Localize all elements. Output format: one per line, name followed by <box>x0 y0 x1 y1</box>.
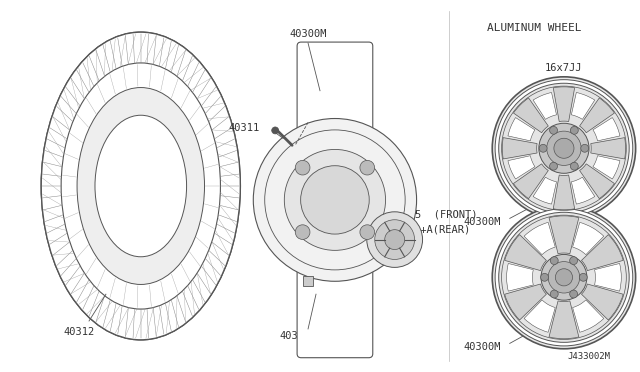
Text: 40300A: 40300A <box>279 331 317 341</box>
Wedge shape <box>549 216 579 254</box>
Circle shape <box>499 212 629 342</box>
Text: 40315+A(REAR): 40315+A(REAR) <box>390 225 471 235</box>
Text: 16x7JJ: 16x7JJ <box>545 63 582 73</box>
Ellipse shape <box>61 63 220 309</box>
Text: 40300M: 40300M <box>463 217 501 227</box>
Circle shape <box>539 123 589 173</box>
Wedge shape <box>593 118 620 141</box>
Text: 40315  (FRONT): 40315 (FRONT) <box>390 210 477 220</box>
Circle shape <box>253 119 417 281</box>
Wedge shape <box>595 263 621 291</box>
Circle shape <box>492 206 636 349</box>
Wedge shape <box>572 93 595 119</box>
Circle shape <box>495 209 633 346</box>
Text: 40311: 40311 <box>228 124 260 134</box>
Circle shape <box>570 162 579 170</box>
Wedge shape <box>573 300 604 332</box>
Ellipse shape <box>41 32 241 340</box>
Circle shape <box>295 225 310 240</box>
Wedge shape <box>591 138 625 159</box>
Circle shape <box>375 220 415 259</box>
Ellipse shape <box>77 87 205 285</box>
Circle shape <box>295 160 310 175</box>
Circle shape <box>556 269 573 286</box>
Wedge shape <box>508 118 535 141</box>
Circle shape <box>360 225 374 240</box>
Text: 40300M: 40300M <box>289 29 327 39</box>
Circle shape <box>541 273 548 281</box>
Circle shape <box>550 290 558 298</box>
Wedge shape <box>513 98 548 133</box>
Circle shape <box>550 257 558 264</box>
Wedge shape <box>524 300 556 332</box>
Wedge shape <box>502 138 537 159</box>
Wedge shape <box>507 263 533 291</box>
Circle shape <box>570 257 577 264</box>
Wedge shape <box>593 156 620 179</box>
Circle shape <box>492 77 636 220</box>
Wedge shape <box>505 284 547 320</box>
Bar <box>303 276 313 286</box>
Wedge shape <box>549 301 579 339</box>
Wedge shape <box>582 284 623 320</box>
Text: 40300M: 40300M <box>463 342 501 352</box>
Circle shape <box>580 144 589 152</box>
Wedge shape <box>533 177 557 204</box>
Wedge shape <box>580 98 614 133</box>
Circle shape <box>579 273 588 281</box>
Circle shape <box>367 212 422 267</box>
Wedge shape <box>580 164 614 199</box>
Text: ALUMINUM WHEEL: ALUMINUM WHEEL <box>487 23 581 33</box>
Wedge shape <box>508 156 535 179</box>
Circle shape <box>499 83 629 213</box>
Circle shape <box>284 150 385 250</box>
Circle shape <box>570 290 577 298</box>
Wedge shape <box>572 177 595 204</box>
Wedge shape <box>582 235 623 270</box>
Ellipse shape <box>95 115 187 257</box>
Text: 40224: 40224 <box>310 113 341 124</box>
Wedge shape <box>533 93 557 119</box>
Circle shape <box>550 126 557 134</box>
Circle shape <box>301 166 369 234</box>
Circle shape <box>540 144 547 152</box>
Circle shape <box>272 127 278 134</box>
FancyBboxPatch shape <box>297 42 372 358</box>
Wedge shape <box>553 175 575 210</box>
Text: 16x7JJ: 16x7JJ <box>545 196 582 206</box>
Circle shape <box>360 160 374 175</box>
Circle shape <box>541 254 587 300</box>
Wedge shape <box>505 235 547 270</box>
Ellipse shape <box>41 32 241 340</box>
Wedge shape <box>513 164 548 199</box>
Circle shape <box>570 126 579 134</box>
Text: 40312: 40312 <box>63 327 95 337</box>
Circle shape <box>495 80 633 217</box>
Circle shape <box>548 262 580 293</box>
Circle shape <box>547 131 581 166</box>
Circle shape <box>550 162 557 170</box>
Circle shape <box>554 138 574 158</box>
Text: J433002M: J433002M <box>568 352 611 361</box>
Wedge shape <box>573 222 604 255</box>
Wedge shape <box>553 87 575 122</box>
Circle shape <box>385 230 404 250</box>
Wedge shape <box>524 222 556 255</box>
